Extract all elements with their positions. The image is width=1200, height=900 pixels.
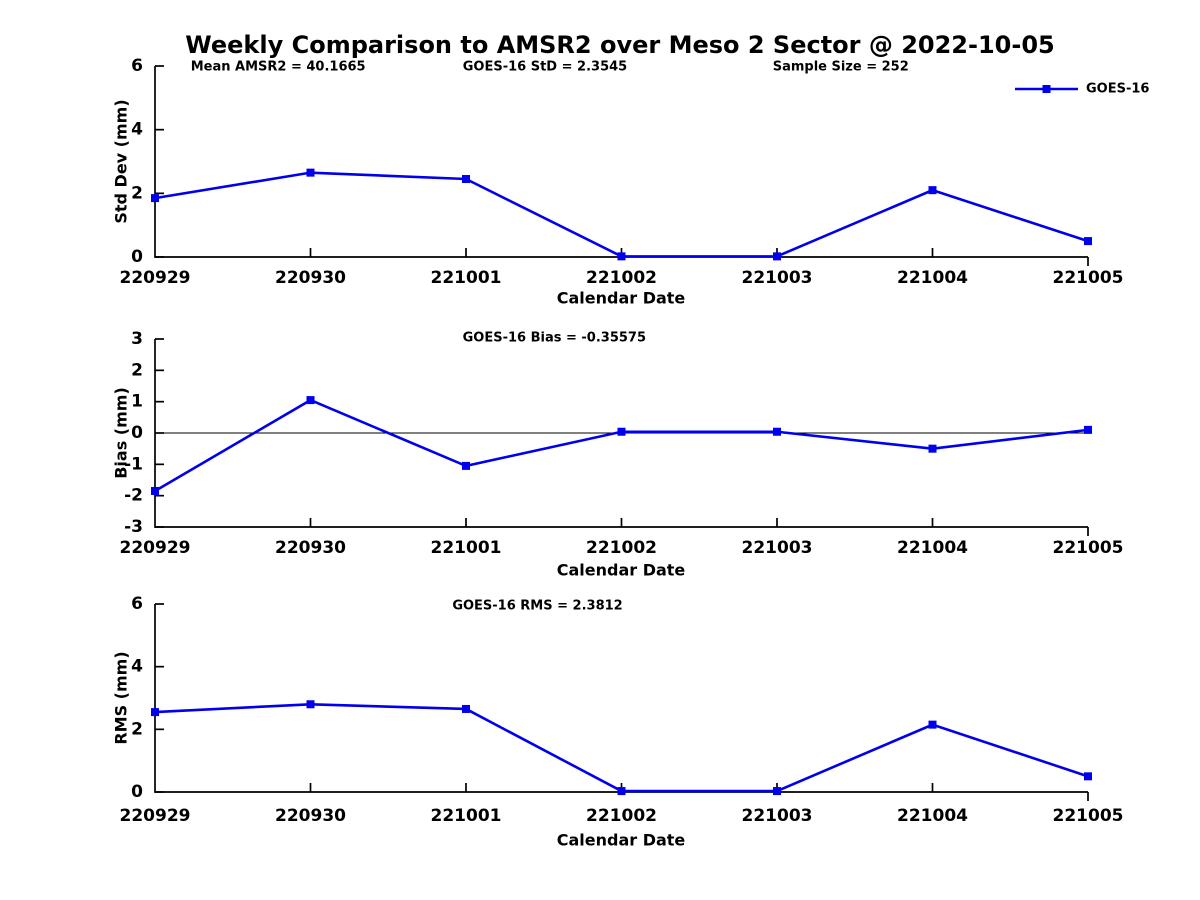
data-point-marker <box>306 700 315 709</box>
data-point-marker <box>773 427 781 436</box>
axis-spines <box>154 66 1088 258</box>
x-tick-label: 220929 <box>120 806 191 826</box>
y-axis-label: RMS (mm) <box>112 651 131 744</box>
x-tick-label: 221003 <box>742 806 813 826</box>
x-tick-label: 220929 <box>120 538 191 558</box>
y-tick-label: 2 <box>131 360 143 380</box>
y-tick-label: 4 <box>131 657 143 677</box>
stat-annotation: GOES-16 StD = 2.3545 <box>463 60 627 75</box>
data-point-marker <box>617 252 626 261</box>
x-tick-label: 220930 <box>275 538 346 558</box>
x-axis-label: Calendar Date <box>557 289 686 308</box>
x-tick-label: 221004 <box>897 538 968 558</box>
series-line <box>154 702 1089 793</box>
data-point-marker <box>1084 425 1092 434</box>
stat-annotation: GOES-16 Bias = -0.35575 <box>463 331 646 346</box>
subplot-bias-mm: -3 -2 -1 0 1 2 3 220929 220930 221001 221002 221003… <box>112 329 1124 580</box>
y-tick-label: 2 <box>131 719 143 739</box>
data-point-marker <box>462 175 470 184</box>
y-tick-label: 6 <box>131 594 143 614</box>
y-tick-label: 0 <box>131 782 143 802</box>
x-axis-label: Calendar Date <box>557 831 686 850</box>
legend: GOES-16 <box>1015 82 1149 97</box>
data-point-marker <box>773 787 781 796</box>
series-line <box>154 398 1089 493</box>
x-tick-label: 221005 <box>1053 268 1124 288</box>
data-point-marker <box>306 396 315 405</box>
y-tick-label: 1 <box>131 392 143 412</box>
data-point-marker <box>928 720 937 729</box>
x-tick-label: 221003 <box>742 268 813 288</box>
stat-annotation: Sample Size = 252 <box>773 60 909 75</box>
legend-label: GOES-16 <box>1086 82 1149 97</box>
data-point-marker <box>1084 772 1092 781</box>
x-tick-label: 221005 <box>1053 538 1124 558</box>
x-tick-label: 221001 <box>431 538 502 558</box>
y-tick-label: 3 <box>131 329 143 349</box>
series-line <box>154 171 1089 258</box>
y-axis-label: Std Dev (mm) <box>112 99 131 223</box>
x-axis-label: Calendar Date <box>557 561 686 580</box>
x-tick-label: 221005 <box>1053 806 1124 826</box>
y-tick-label: 0 <box>131 423 143 443</box>
y-tick-label: -1 <box>124 454 143 474</box>
data-point-marker <box>617 787 626 796</box>
x-tick-label: 221004 <box>897 806 968 826</box>
stat-annotation: GOES-16 RMS = 2.3812 <box>452 599 622 614</box>
x-tick-label: 221003 <box>742 538 813 558</box>
y-tick-label: 2 <box>131 183 143 203</box>
data-point-marker <box>306 168 315 177</box>
y-tick-label: 4 <box>131 120 143 140</box>
x-tick-label: 221002 <box>586 806 657 826</box>
x-tick-label: 220930 <box>275 268 346 288</box>
subplot-std-dev-mm: 0 2 4 6 220929 220930 221001 221002 221003 221004… <box>112 56 1150 308</box>
data-point-marker <box>151 194 159 203</box>
x-tick-label: 221002 <box>586 538 657 558</box>
data-point-marker <box>462 704 470 713</box>
chart-title: Weekly Comparison to AMSR2 over Meso 2 S… <box>185 31 1055 59</box>
data-point-marker <box>617 427 626 436</box>
x-tick-label: 221002 <box>586 268 657 288</box>
y-axis-label: Bias (mm) <box>112 387 131 479</box>
subplot-rms-mm: 0 2 4 6 220929 220930 221001 221002 221003 221004… <box>112 594 1124 850</box>
x-tick-label: 221004 <box>897 268 968 288</box>
data-point-marker <box>462 461 470 470</box>
data-point-marker <box>151 486 159 495</box>
x-tick-label: 220930 <box>275 806 346 826</box>
x-tick-label: 220929 <box>120 268 191 288</box>
x-tick-label: 221001 <box>431 806 502 826</box>
data-point-marker <box>928 186 937 195</box>
legend-marker <box>1042 85 1051 93</box>
data-point-marker <box>773 252 781 261</box>
x-tick-label: 221001 <box>431 268 502 288</box>
y-tick-label: -2 <box>124 486 143 506</box>
data-point-marker <box>1084 237 1092 246</box>
y-tick-label: -3 <box>124 517 143 537</box>
y-tick-label: 0 <box>131 247 143 267</box>
y-tick-label: 6 <box>131 56 143 76</box>
stat-annotation: Mean AMSR2 = 40.1665 <box>191 60 366 75</box>
data-point-marker <box>151 708 159 717</box>
data-point-marker <box>928 444 937 453</box>
axis-spines <box>154 604 1088 793</box>
